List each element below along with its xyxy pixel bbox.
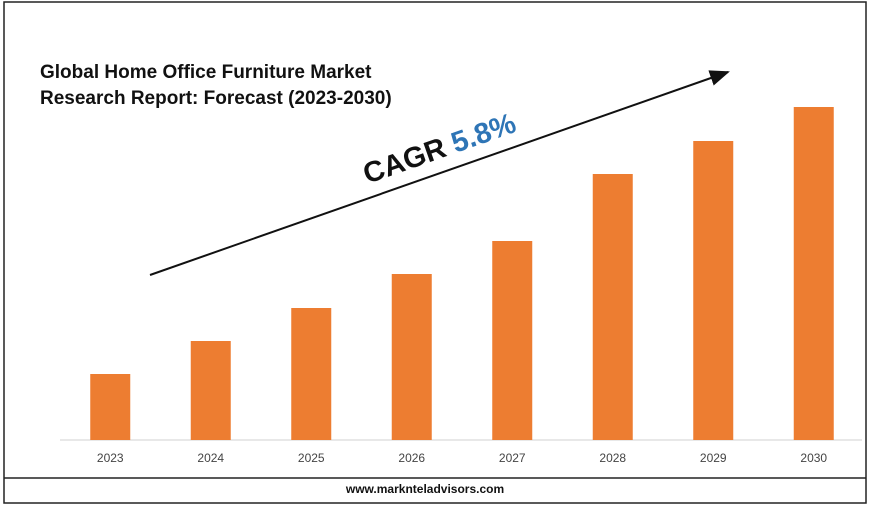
bar bbox=[492, 241, 533, 440]
cagr-annotation: CAGR5.8% bbox=[359, 107, 520, 190]
bar bbox=[693, 141, 734, 440]
bar bbox=[391, 274, 432, 440]
x-tick-label: 2026 bbox=[398, 451, 425, 465]
cagr-value: 5.8% bbox=[447, 107, 520, 159]
bar bbox=[190, 341, 231, 440]
x-tick-label: 2028 bbox=[599, 451, 626, 465]
bar bbox=[592, 174, 633, 440]
x-tick-label: 2027 bbox=[499, 451, 526, 465]
x-tick-label: 2023 bbox=[97, 451, 124, 465]
chart-title: Global Home Office Furniture Market Rese… bbox=[40, 62, 392, 109]
bar bbox=[793, 107, 834, 440]
x-tick-label: 2030 bbox=[800, 451, 827, 465]
bar bbox=[90, 374, 131, 440]
frame bbox=[3, 1, 867, 504]
x-tick-label: 2025 bbox=[298, 451, 325, 465]
x-tick-label: 2024 bbox=[197, 451, 224, 465]
trend-arrow bbox=[149, 70, 730, 276]
bar bbox=[291, 308, 332, 440]
cagr-label: CAGR bbox=[359, 132, 450, 191]
footer: www.marknteladvisors.com bbox=[345, 482, 504, 496]
x-tick-label: 2029 bbox=[700, 451, 727, 465]
